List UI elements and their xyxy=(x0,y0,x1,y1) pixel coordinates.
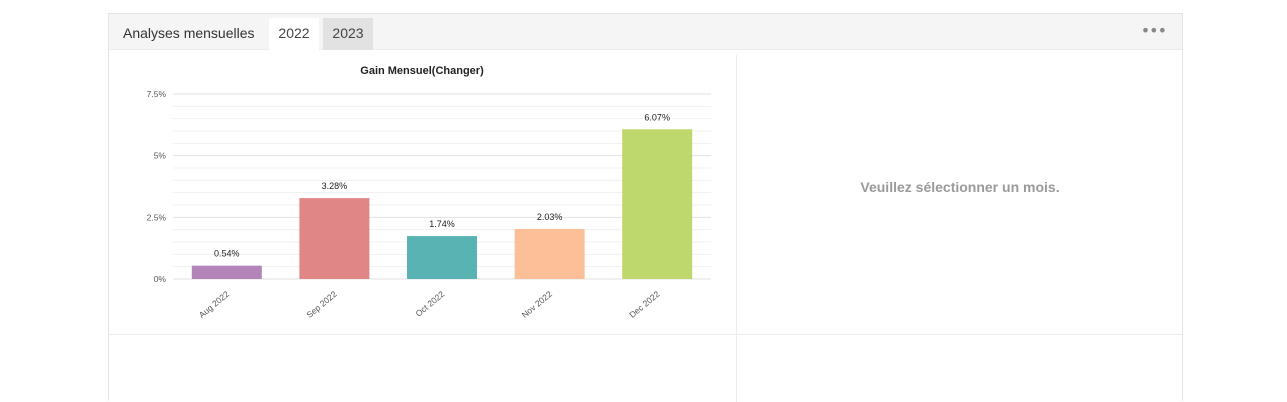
select-month-message: Veuillez sélectionner un mois. xyxy=(860,179,1060,195)
more-horizontal-icon[interactable]: ••• xyxy=(1140,21,1167,40)
bar xyxy=(622,129,693,279)
bar-chart-svg: Gain Mensuel(Changer) 0% 2.5% 5% 7.5% 0.54% A… xyxy=(147,65,711,320)
row-divider xyxy=(109,334,1182,335)
x-tick-label: Dec 2022 xyxy=(627,289,662,320)
column-divider xyxy=(736,55,737,402)
y-tick-label: 2.5% xyxy=(147,212,167,222)
y-tick-label: 5% xyxy=(154,151,167,161)
panel-title: Analyses mensuelles xyxy=(123,25,255,41)
y-tick-label: 0% xyxy=(154,274,167,284)
tab-2023[interactable]: 2023 xyxy=(323,18,373,50)
bar-value-label: 0.54% xyxy=(214,249,240,259)
bar xyxy=(514,228,585,279)
chart-title: Gain Mensuel(Changer) xyxy=(360,65,484,77)
monthly-gain-chart: Gain Mensuel(Changer) 0% 2.5% 5% 7.5% 0.54% A… xyxy=(109,54,736,334)
x-tick-label: Nov 2022 xyxy=(520,289,555,320)
x-tick-label: Oct 2022 xyxy=(413,289,446,319)
bar xyxy=(407,236,477,279)
x-tick-label: Sep 2022 xyxy=(304,289,339,320)
y-tick-label: 7.5% xyxy=(147,89,167,99)
bar xyxy=(191,265,262,279)
monthly-analysis-panel: Analyses mensuelles 2022 2023 ••• Gain M… xyxy=(108,13,1183,402)
bar-value-label: 6.07% xyxy=(644,112,670,122)
bar-value-label: 1.74% xyxy=(429,219,455,229)
bar xyxy=(299,198,370,279)
bar-value-label: 3.28% xyxy=(322,181,348,191)
panel-header: Analyses mensuelles 2022 2023 ••• xyxy=(109,14,1182,50)
x-tick-label: Aug 2022 xyxy=(197,289,232,320)
bar-value-label: 2.03% xyxy=(537,212,563,222)
tab-2022[interactable]: 2022 xyxy=(269,18,319,50)
